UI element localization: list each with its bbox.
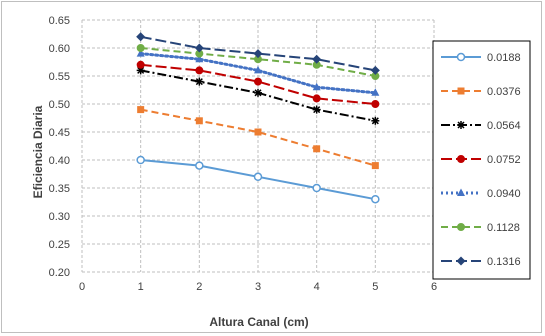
y-tick-label: 0.60	[49, 43, 70, 55]
series-0.0752	[136, 60, 380, 108]
y-tick-label: 0.65	[49, 15, 70, 27]
data-point	[457, 223, 465, 231]
y-tick-label: 0.55	[49, 71, 70, 83]
data-point	[254, 77, 262, 86]
x-tick-label: 4	[314, 281, 320, 293]
data-point	[313, 145, 321, 153]
series-0.0188	[136, 155, 380, 204]
legend-label: 0.0752	[487, 154, 521, 166]
data-point	[370, 65, 380, 75]
series-line	[140, 35, 376, 72]
x-tick-label: 0	[79, 281, 85, 293]
data-point	[195, 77, 204, 86]
data-point	[136, 32, 146, 42]
x-tick-label: 2	[196, 281, 202, 293]
data-point	[456, 256, 466, 266]
data-point	[195, 66, 204, 75]
y-tick-label: 0.40	[49, 155, 70, 167]
data-point	[137, 106, 145, 114]
data-point	[312, 183, 321, 193]
data-point	[136, 49, 145, 57]
legend-label: 0.0564	[487, 120, 521, 132]
legend-item: 0.0564	[441, 120, 521, 132]
data-point	[371, 162, 379, 170]
series-0.0940	[136, 49, 380, 96]
data-point	[254, 88, 262, 97]
data-point	[371, 194, 380, 204]
series-line	[140, 47, 376, 77]
x-axis-ticks: 0 1 2 3 4 5 6	[79, 281, 437, 293]
x-tick-label: 3	[255, 281, 261, 293]
legend: 0.0188 0.0376 0.0564 0.0752 0.0940 0.1128 0.13…	[432, 40, 531, 280]
data-point	[371, 116, 380, 125]
data-point	[195, 117, 203, 125]
data-point	[136, 44, 145, 52]
data-point	[457, 188, 465, 196]
data-point	[312, 82, 321, 91]
data-point	[312, 54, 322, 64]
data-point	[371, 88, 380, 96]
series-0.0376	[137, 106, 379, 170]
legend-item: 0.1128	[441, 222, 520, 234]
data-point	[253, 49, 263, 59]
data-point	[371, 100, 380, 108]
series-0.1316	[136, 32, 380, 75]
legend-label: 0.0376	[487, 86, 521, 98]
data-point	[312, 105, 321, 114]
data-point	[195, 54, 204, 63]
data-point	[136, 66, 145, 75]
x-tick-label: 1	[138, 281, 144, 293]
data-point	[136, 60, 145, 69]
y-tick-label: 0.25	[49, 239, 70, 251]
y-tick-label: 0.45	[49, 127, 70, 139]
data-point	[457, 87, 465, 95]
legend-label: 0.0188	[487, 52, 521, 64]
legend-label: 0.1316	[487, 256, 521, 268]
legend-label: 0.0940	[487, 188, 521, 200]
legend-item: 0.0376	[441, 86, 521, 98]
x-axis-title: Altura Canal (cm)	[209, 315, 308, 329]
x-tick-label: 5	[372, 281, 378, 293]
y-tick-label: 0.30	[49, 211, 70, 223]
series-0.0564	[136, 66, 380, 125]
y-axis-title: Eficiencia Diaria	[31, 105, 45, 198]
legend-item: 0.0752	[441, 154, 521, 166]
legend-label: 0.1128	[487, 222, 520, 234]
data-point	[194, 43, 204, 53]
data-point	[456, 52, 466, 62]
legend-item: 0.0940	[441, 188, 521, 200]
y-axis-ticks: 0.20 0.25 0.30 0.35 0.40 0.45 0.50 0.55 0.60 0.65	[49, 15, 70, 279]
data-point	[457, 155, 465, 163]
data-point	[195, 161, 204, 170]
data-point	[136, 155, 145, 165]
data-point	[457, 121, 465, 129]
data-point	[254, 65, 262, 74]
data-point	[312, 94, 321, 103]
series-line	[140, 63, 376, 105]
data-point	[254, 128, 262, 136]
data-point	[253, 172, 263, 182]
y-tick-label: 0.50	[49, 99, 70, 111]
y-tick-label: 0.35	[49, 183, 70, 195]
series-group	[136, 32, 380, 204]
legend-item: 0.0188	[441, 52, 521, 64]
x-tick-label: 6	[431, 281, 437, 293]
y-tick-label: 0.20	[49, 267, 70, 279]
legend-item: 0.1316	[441, 256, 521, 268]
series-line	[140, 108, 376, 167]
